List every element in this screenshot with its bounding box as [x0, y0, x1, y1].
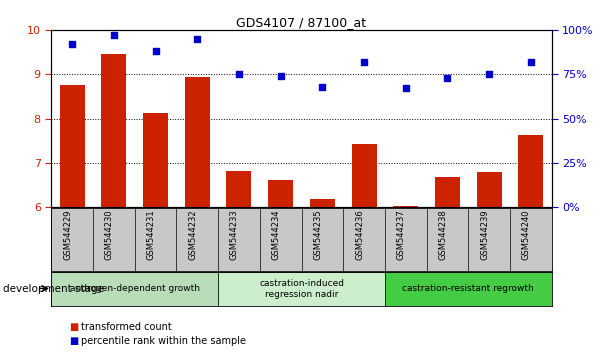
Point — [109, 33, 119, 38]
Point — [401, 86, 411, 91]
Point — [234, 72, 244, 77]
Point — [318, 84, 327, 90]
Bar — [435, 177, 460, 207]
Text: GSM544239: GSM544239 — [480, 210, 489, 260]
Point — [484, 72, 494, 77]
Bar — [310, 199, 335, 207]
Text: GSM544237: GSM544237 — [397, 210, 406, 261]
Text: GSM544233: GSM544233 — [230, 210, 239, 261]
Bar — [101, 55, 127, 207]
Bar — [476, 172, 502, 207]
Bar — [218, 272, 385, 306]
Text: GSM544238: GSM544238 — [438, 210, 447, 261]
Text: ■: ■ — [69, 336, 78, 346]
Text: GSM544230: GSM544230 — [105, 210, 114, 260]
Text: GSM544231: GSM544231 — [147, 210, 156, 260]
Bar — [352, 144, 376, 207]
Point — [443, 75, 452, 81]
Bar — [226, 171, 251, 207]
Text: androgen-dependent growth: androgen-dependent growth — [70, 284, 200, 293]
Text: GSM544234: GSM544234 — [271, 210, 280, 260]
Text: GSM544235: GSM544235 — [314, 210, 323, 260]
Text: GSM544236: GSM544236 — [355, 210, 364, 261]
Point — [276, 73, 285, 79]
Point — [151, 48, 160, 54]
Title: GDS4107 / 87100_at: GDS4107 / 87100_at — [236, 16, 367, 29]
Bar — [51, 272, 218, 306]
Text: castration-resistant regrowth: castration-resistant regrowth — [402, 284, 534, 293]
Bar — [385, 272, 552, 306]
Text: GSM544229: GSM544229 — [63, 210, 72, 260]
Bar — [60, 85, 84, 207]
Text: transformed count: transformed count — [81, 322, 172, 332]
Text: GSM544240: GSM544240 — [522, 210, 531, 260]
Point — [68, 41, 77, 47]
Bar — [268, 180, 293, 207]
Text: castration-induced
regression nadir: castration-induced regression nadir — [259, 279, 344, 298]
Text: GSM544232: GSM544232 — [188, 210, 197, 260]
Text: ■: ■ — [69, 322, 78, 332]
Point — [359, 59, 369, 65]
Bar — [143, 113, 168, 207]
Point — [192, 36, 202, 42]
Point — [526, 59, 535, 65]
Bar — [185, 76, 210, 207]
Bar — [393, 206, 418, 207]
Text: percentile rank within the sample: percentile rank within the sample — [81, 336, 247, 346]
Bar — [519, 135, 543, 207]
Text: development stage: development stage — [3, 284, 104, 293]
